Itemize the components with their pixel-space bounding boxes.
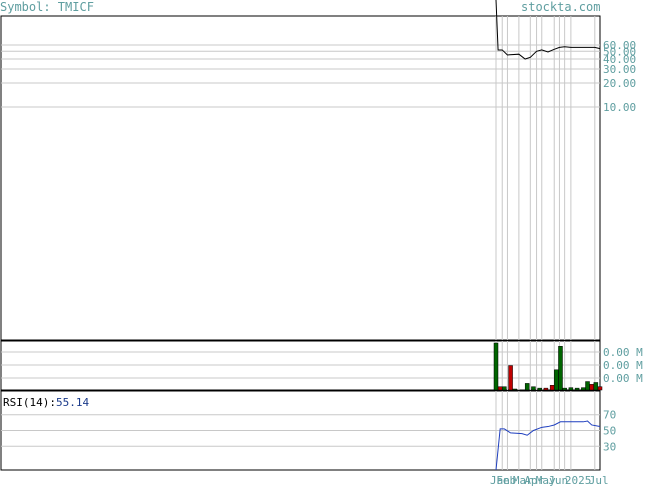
- rsi-panel: 70 50 30: [0, 390, 616, 471]
- volume-tick-label: 0.00 M: [603, 346, 643, 359]
- price-tick-label: 10.00: [603, 101, 636, 114]
- price-line: [495, 0, 601, 60]
- price-tick-label: 40.00: [603, 53, 636, 66]
- volume-bar-13: [568, 387, 574, 391]
- volume-tick-label: 0.00 M: [603, 372, 643, 385]
- price-tick-label: 20.00: [603, 77, 636, 90]
- price-tick-label: 30.00: [603, 63, 636, 76]
- volume-bar-19: [597, 386, 603, 391]
- volume-bar-5: [524, 383, 530, 391]
- volume-bar-6: [531, 386, 536, 391]
- volume-bar-11: [558, 346, 563, 391]
- rsi-tick-label: 70: [603, 409, 616, 422]
- x-axis-label: Apr: [524, 474, 544, 486]
- volume-bar-9: [549, 385, 555, 391]
- volume-bar-4: [512, 388, 517, 391]
- x-axis-label: Jan: [490, 474, 510, 486]
- rsi-tick-label: 50: [603, 425, 616, 438]
- volume-bar-3: [508, 365, 513, 391]
- volume-bar-15: [581, 387, 586, 391]
- price-tick-label: 50.00: [603, 45, 636, 58]
- rsi-readout: RSI(14):55.14: [3, 396, 89, 409]
- volume-bar-7: [537, 387, 542, 391]
- volume-bar-16: [585, 381, 590, 391]
- volume-bar-18: [593, 382, 599, 391]
- x-axis-label: Jul: [589, 474, 609, 486]
- x-axis-label: 2025: [565, 474, 592, 486]
- x-axis-label: May: [536, 474, 556, 486]
- price-tick-label: 60.00: [603, 39, 636, 52]
- rsi-tick-label: 30: [603, 440, 616, 453]
- price-frame: [0, 15, 601, 341]
- volume-bar-0: [493, 342, 499, 391]
- volume-panel: 0.00 M0.00 M0.00 M: [0, 340, 643, 391]
- volume-tick-label: 0.00 M: [603, 359, 643, 372]
- volume-bar-2: [502, 386, 507, 391]
- rsi-value: 55.14: [55, 396, 90, 409]
- symbol-label: Symbol: TMICF: [0, 0, 94, 14]
- x-axis-label: Jun: [548, 474, 568, 486]
- x-axis-label: Feb: [496, 474, 516, 486]
- volume-bar-1: [497, 386, 503, 391]
- volume-bar-14: [574, 387, 580, 391]
- volume-bar-17: [589, 384, 594, 391]
- brand-link[interactable]: stockta.com: [521, 0, 601, 14]
- x-axis-label: Mar: [513, 474, 533, 486]
- volume-bar-8: [543, 387, 549, 391]
- volume-bar-12: [562, 387, 567, 391]
- rsi-line: [495, 420, 601, 471]
- rsi-label-text: RSI(14):: [3, 396, 56, 409]
- volume-bar-10: [554, 369, 559, 391]
